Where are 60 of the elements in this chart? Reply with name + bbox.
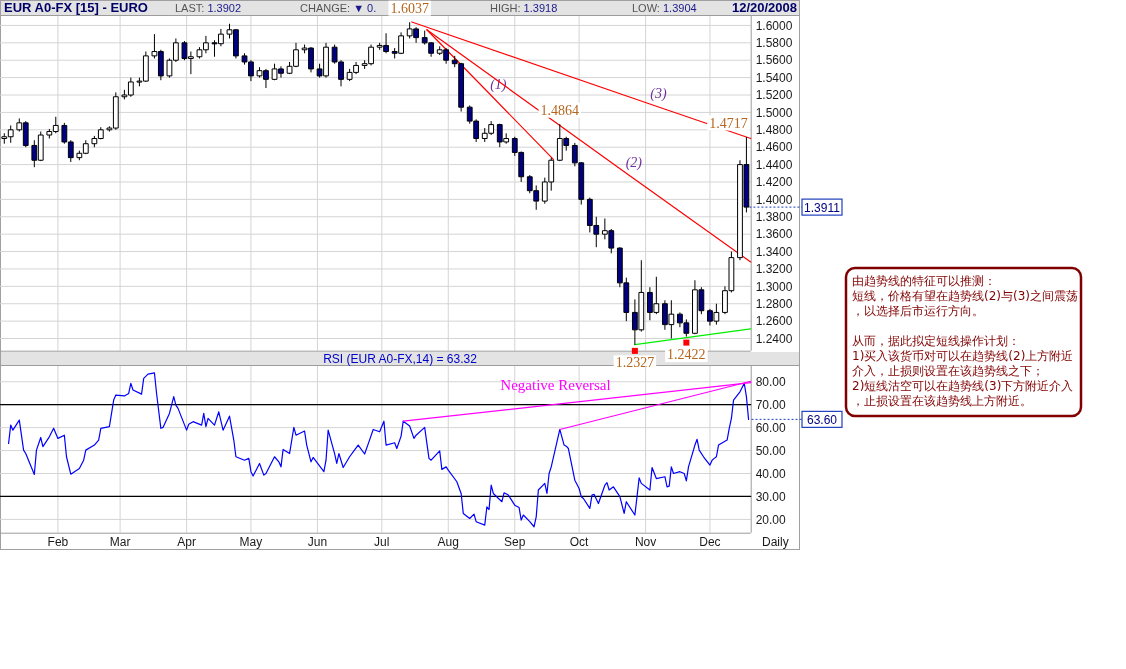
y-tick-label: 20.00 (755, 512, 787, 527)
series-label: (3) (650, 85, 667, 102)
annotation: 1.2327 (615, 355, 655, 371)
x-tick-label: Aug (437, 535, 459, 550)
y-tick-label: 40.00 (755, 466, 787, 481)
y-tick-label: 80.00 (755, 374, 787, 389)
annotation: 1.3911 (804, 200, 841, 215)
y-tick-label: 50.00 (755, 443, 787, 458)
x-tick-label: Sep (504, 535, 526, 550)
text: 短线，价格有望在趋势线(2)与(3)之间震荡，以选择后市运行方向。 (852, 289, 1078, 318)
x-tick-label: Oct (569, 535, 590, 550)
text: 从而，据此拟定短线操作计划： (852, 334, 1020, 348)
chart-title: RSI (EUR A0-FX,14) = 63.32 (323, 351, 478, 366)
y-tick-label: 1.2800 (755, 296, 793, 311)
text: LOW: 1.3904 (632, 2, 697, 14)
y-tick-label: 1.5600 (755, 53, 793, 68)
y-tick-label: 1.6000 (755, 18, 793, 33)
x-tick-label: Apr (177, 535, 196, 550)
y-tick-label: 60.00 (755, 420, 787, 435)
series-label: (1) (490, 76, 507, 93)
text: 12/20/2008 (731, 0, 797, 15)
annotation: 1.2422 (667, 347, 706, 363)
series-label: (2) (625, 155, 643, 172)
y-tick-label: 1.3200 (755, 262, 793, 277)
text: CHANGE: ▼ 0. (300, 2, 377, 14)
x-tick-label: Jun (307, 535, 328, 550)
x-tick-label: Jul (374, 535, 390, 550)
x-tick-label: May (239, 535, 263, 550)
y-tick-label: 1.3600 (755, 227, 793, 242)
y-tick-label: 30.00 (755, 489, 787, 504)
annotation: 1.6037 (390, 0, 429, 16)
y-tick-label: 1.5000 (755, 105, 793, 120)
text: 1)买入该货币对可以在趋势线(2)上方附近介入，止损则设置在该趋势线之下； (852, 349, 1074, 378)
annotation: 1.4717 (709, 115, 748, 131)
annotation: 63.60 (806, 412, 838, 427)
y-tick-label: 1.3000 (755, 279, 793, 294)
text: HIGH: 1.3918 (490, 2, 558, 14)
y-tick-label: 1.2400 (755, 331, 793, 346)
text: LAST: 1.3902 (175, 2, 242, 14)
y-tick-label: 1.2600 (755, 314, 793, 329)
y-tick-label: 1.5800 (755, 36, 793, 51)
y-tick-label: 1.4400 (755, 157, 793, 172)
y-tick-label: 1.4000 (755, 192, 793, 207)
y-tick-label: 1.4600 (755, 140, 793, 155)
x-tick-label: Nov (634, 535, 657, 550)
y-tick-label: 1.4200 (755, 175, 793, 190)
chart-title: EUR A0-FX [15] - EURO (4, 0, 148, 15)
x-tick-label: Feb (47, 535, 69, 550)
annotation: 1.4864 (540, 102, 580, 118)
x-tick-label: Mar (109, 535, 131, 550)
y-tick-label: 1.4800 (755, 123, 793, 137)
x-axis-title: Daily (762, 535, 789, 550)
y-tick-label: 1.5200 (755, 88, 793, 103)
text: 2)短线沽空可以在趋势线(3)下方附近介入，止损设置在该趋势线上方附近。 (852, 379, 1074, 408)
x-tick-label: Dec (699, 535, 721, 550)
y-tick-label: 1.3800 (755, 209, 793, 224)
y-tick-label: 1.3400 (755, 244, 793, 259)
text: 由趋势线的特征可以推测： (852, 274, 996, 288)
y-tick-label: 1.5400 (755, 70, 793, 85)
y-tick-label: 70.00 (755, 397, 787, 412)
